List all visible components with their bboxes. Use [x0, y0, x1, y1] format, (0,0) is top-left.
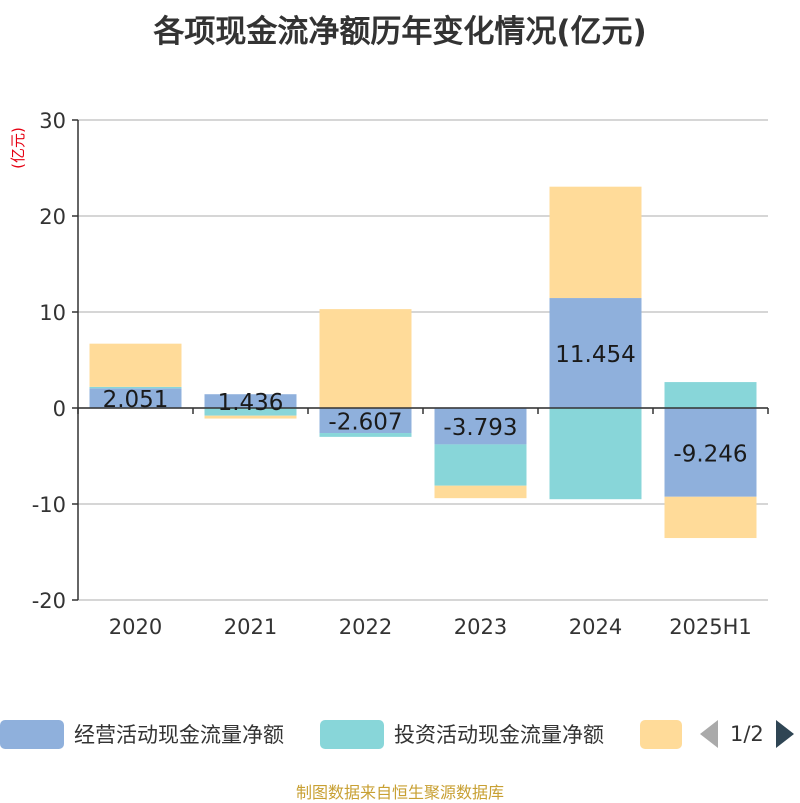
bar-chart: 30 20 10 0 -10 -20 2020 2021 2022 2023 2024 2025H1…: [9, 109, 769, 639]
legend-item-investing[interactable]: 投资活动现金流量净额: [320, 714, 604, 754]
x-tick-label: 2025H1: [669, 615, 752, 639]
x-tick-label: 2021: [224, 615, 277, 639]
x-tick-label: 2023: [454, 615, 507, 639]
bar-1-3[interactable]: [434, 444, 527, 486]
y-tick-label: 30: [39, 109, 66, 133]
bar-2-2[interactable]: [319, 309, 412, 408]
bar-1-5[interactable]: [664, 382, 757, 408]
x-tick-labels: 2020 2021 2022 2023 2024 2025H1: [109, 615, 752, 639]
legend-swatch: [320, 719, 384, 749]
data-label: -2.607: [328, 410, 402, 436]
bars: [89, 186, 757, 539]
bar-0-1[interactable]: [204, 394, 297, 408]
bar-1-0[interactable]: [89, 386, 182, 389]
x-tick-label: 2022: [339, 615, 392, 639]
bar-1-4[interactable]: [549, 408, 642, 500]
y-tick-label: -20: [32, 589, 66, 613]
y-tick-label: 0: [53, 397, 66, 421]
chevron-right-icon[interactable]: [775, 720, 794, 748]
data-source-note: 制图数据来自恒生聚源数据库: [295, 783, 504, 802]
legend-page-indicator: 1/2: [730, 722, 764, 746]
data-label: 1.436: [218, 390, 284, 416]
legend-item-operating[interactable]: 经营活动现金流量净额: [0, 714, 284, 754]
bar-0-2[interactable]: [319, 408, 412, 434]
chevron-left-icon[interactable]: [700, 720, 718, 748]
x-tick-label: 2024: [569, 615, 622, 639]
legend: 经营活动现金流量净额 投资活动现金流量净额 1/2: [0, 714, 800, 758]
y-tick-label: -10: [32, 493, 66, 517]
data-label: 11.454: [555, 342, 635, 368]
y-tick-label: 20: [39, 205, 66, 229]
bar-1-1[interactable]: [204, 408, 297, 416]
data-label: -9.246: [673, 441, 747, 467]
bar-2-5[interactable]: [664, 496, 757, 539]
bar-0-0[interactable]: [89, 388, 182, 408]
legend-label: 投资活动现金流量净额: [394, 723, 604, 747]
chart-title: 各项现金流净额历年变化情况(亿元): [153, 14, 647, 50]
bar-0-4[interactable]: [549, 298, 642, 408]
y-tick-labels: 30 20 10 0 -10 -20: [32, 109, 66, 613]
y-tick-label: 10: [39, 301, 66, 325]
legend-pager: 1/2: [700, 714, 794, 754]
bar-1-2[interactable]: [319, 433, 412, 437]
y-axis-label: (亿元): [9, 127, 27, 169]
bar-2-0[interactable]: [89, 343, 182, 387]
bar-0-5[interactable]: [664, 408, 757, 497]
data-labels: 2.051 1.436 -2.607 -3.793 11.454 -9.246: [103, 342, 748, 467]
legend-label: 经营活动现金流量净额: [74, 723, 284, 747]
data-label: -3.793: [443, 415, 517, 441]
axes: [72, 119, 769, 601]
x-tick-label: 2020: [109, 615, 162, 639]
bar-2-4[interactable]: [549, 186, 642, 299]
legend-swatch: [0, 719, 64, 749]
bar-2-1[interactable]: [204, 415, 297, 419]
data-label: 2.051: [103, 387, 169, 413]
bar-2-3[interactable]: [434, 485, 527, 499]
legend-item-financing[interactable]: [640, 714, 692, 754]
bar-0-3[interactable]: [434, 408, 527, 445]
legend-swatch: [640, 719, 682, 749]
